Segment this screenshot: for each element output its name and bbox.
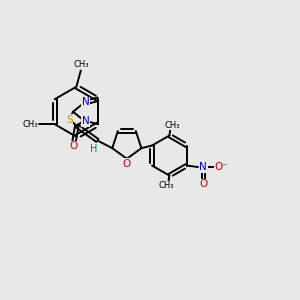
Text: CH₃: CH₃ bbox=[159, 182, 174, 190]
Text: O: O bbox=[199, 179, 207, 189]
Text: H: H bbox=[90, 144, 98, 154]
Text: N: N bbox=[82, 116, 90, 126]
Text: O: O bbox=[69, 141, 77, 151]
Text: CH₃: CH₃ bbox=[73, 59, 88, 68]
Text: S: S bbox=[66, 115, 73, 124]
Text: CH₃: CH₃ bbox=[165, 121, 180, 130]
Text: N: N bbox=[82, 97, 90, 107]
Text: O: O bbox=[123, 159, 131, 169]
Text: CH₃: CH₃ bbox=[22, 120, 38, 129]
Text: O⁻: O⁻ bbox=[214, 162, 228, 172]
Text: N: N bbox=[199, 162, 207, 172]
